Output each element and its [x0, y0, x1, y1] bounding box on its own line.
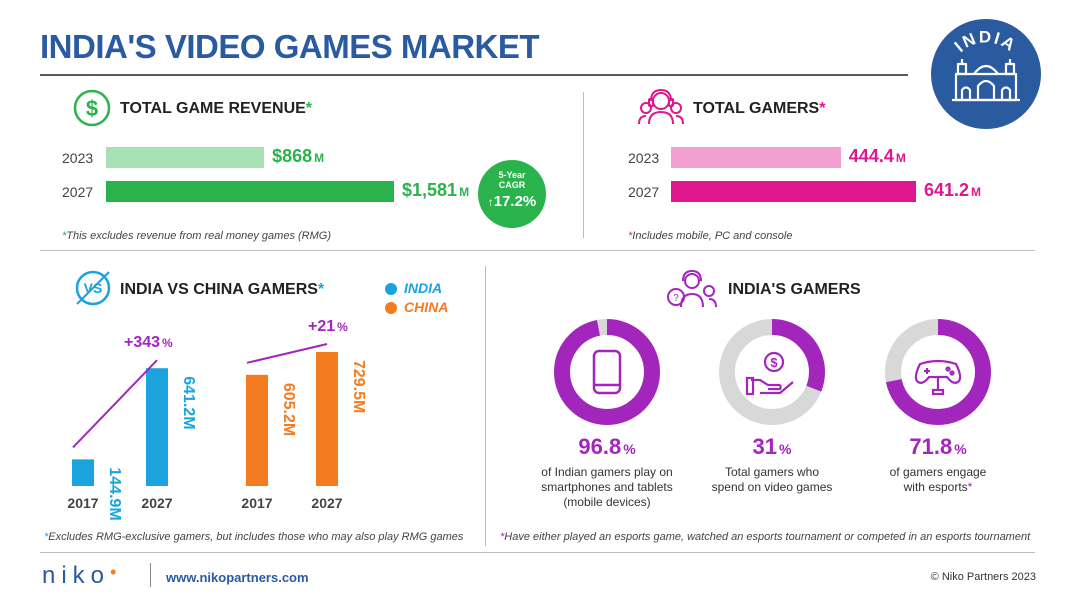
- india-value-label-2027: 641.2M: [180, 376, 197, 429]
- revenue-label-2023: $868 M: [272, 146, 325, 166]
- logo-dot: •: [110, 562, 123, 582]
- footer-separator: [150, 563, 151, 587]
- gamers-label-2023: 444.4 M: [848, 146, 906, 166]
- gamers-year-2027: 2027: [628, 184, 660, 200]
- spend-percent: 31%: [752, 434, 792, 459]
- donut-arc-31: [719, 319, 825, 425]
- page-title: INDIA'S VIDEO GAMES MARKET: [40, 28, 540, 65]
- china-year-label-2017: 2017: [241, 495, 272, 511]
- gamer-headset-icon: [638, 88, 684, 125]
- india-year-label-2017: 2017: [67, 495, 98, 511]
- middle-divider: [40, 250, 1035, 251]
- donut-esports: [885, 319, 991, 425]
- china-value-label-2027: 729.5M: [350, 360, 367, 413]
- revenue-year-2027: 2027: [62, 184, 94, 200]
- esports-desc: of gamers engage with esports*: [889, 465, 987, 494]
- india-gamers-note: *Have either played an esports game, wat…: [500, 531, 1031, 543]
- donut-arc-71.8: [885, 319, 991, 425]
- bottom-divider: [485, 266, 486, 546]
- cagr-value: ↑17.2%: [487, 193, 537, 210]
- donut-spend: $: [719, 319, 825, 425]
- india-bar-2017: [72, 459, 94, 486]
- spend-desc: Total gamers who spend on video games: [711, 465, 833, 494]
- footer-url-link[interactable]: www.nikopartners.com: [166, 570, 309, 585]
- revenue-bar-2023: [106, 147, 265, 168]
- gamers-label-2027: 641.2 M: [924, 180, 982, 200]
- china-bar-2027: [316, 352, 338, 486]
- svg-text:$: $: [770, 355, 778, 370]
- svg-text:VS: VS: [84, 280, 103, 296]
- revenue-year-2023: 2023: [62, 150, 94, 166]
- dollar-icon: $: [73, 89, 111, 127]
- vs-note: *Excludes RMG-exclusive gamers, but incl…: [44, 531, 464, 543]
- gamers-bar-2023: [671, 147, 841, 168]
- india-gamers-title: INDIA'S GAMERS: [728, 281, 861, 298]
- india-china-bar-chart: 144.9M 2017 641.2M 2027 605.2M 2017 729.5M 2027: [67, 343, 367, 520]
- china-growth-label: +21%: [308, 318, 348, 335]
- china-growth-line: [246, 343, 328, 364]
- revenue-title: TOTAL GAME REVENUE*: [120, 100, 313, 117]
- revenue-note: *This excludes revenue from real money g…: [62, 230, 331, 242]
- mobile-desc: of Indian gamers play on smartphones and…: [541, 465, 673, 509]
- legend-china-dot: [385, 302, 397, 314]
- legend-india-label: INDIA: [404, 280, 443, 296]
- gateway-icon: [952, 59, 1020, 102]
- cagr-label: 5-Year CAGR: [498, 170, 526, 190]
- revenue-label-2027: $1,581 M: [402, 180, 470, 200]
- hand-coin-icon: $: [745, 351, 794, 396]
- gamer-group-icon: ?: [667, 269, 717, 308]
- cagr-badge: 5-Year CAGR ↑17.2%: [478, 160, 546, 228]
- india-badge: INDIA: [931, 19, 1041, 129]
- gamepad-icon: [914, 359, 962, 396]
- donut-mobile: [554, 319, 660, 425]
- title-divider: [40, 74, 908, 76]
- gamers-title: TOTAL GAMERS*: [693, 100, 826, 117]
- india-value-label-2017: 144.9M: [106, 467, 123, 520]
- india-growth-label: +343%: [124, 334, 173, 351]
- niko-logo: NIKO•: [42, 562, 123, 589]
- vs-title: INDIA VS CHINA GAMERS*: [120, 281, 325, 298]
- gamers-year-2023: 2023: [628, 150, 660, 166]
- china-value-label-2017: 605.2M: [280, 383, 297, 436]
- vs-icon: VS: [75, 270, 111, 306]
- india-growth-line: [72, 359, 158, 449]
- smartphone-icon: [592, 349, 622, 395]
- footer-copyright: © Niko Partners 2023: [930, 571, 1036, 583]
- svg-text:$: $: [86, 96, 98, 121]
- arrow-up-icon: ↑: [487, 195, 494, 209]
- china-year-label-2027: 2027: [311, 495, 342, 511]
- india-bar-2027: [146, 368, 168, 486]
- footer-divider: [40, 552, 1035, 553]
- top-divider: [583, 92, 584, 238]
- gamers-bar-2027: [671, 181, 916, 202]
- legend-india-dot: [385, 283, 397, 295]
- donut-arc-96.8: [554, 319, 660, 425]
- india-year-label-2027: 2027: [141, 495, 172, 511]
- mobile-percent: 96.8%: [578, 434, 636, 459]
- china-bar-2017: [246, 374, 268, 486]
- svg-text:?: ?: [673, 293, 679, 304]
- gamers-note: *Includes mobile, PC and console: [628, 230, 793, 242]
- legend-china-label: CHINA: [404, 299, 449, 315]
- revenue-bar-2027: [106, 181, 394, 202]
- esports-percent: 71.8%: [909, 434, 967, 459]
